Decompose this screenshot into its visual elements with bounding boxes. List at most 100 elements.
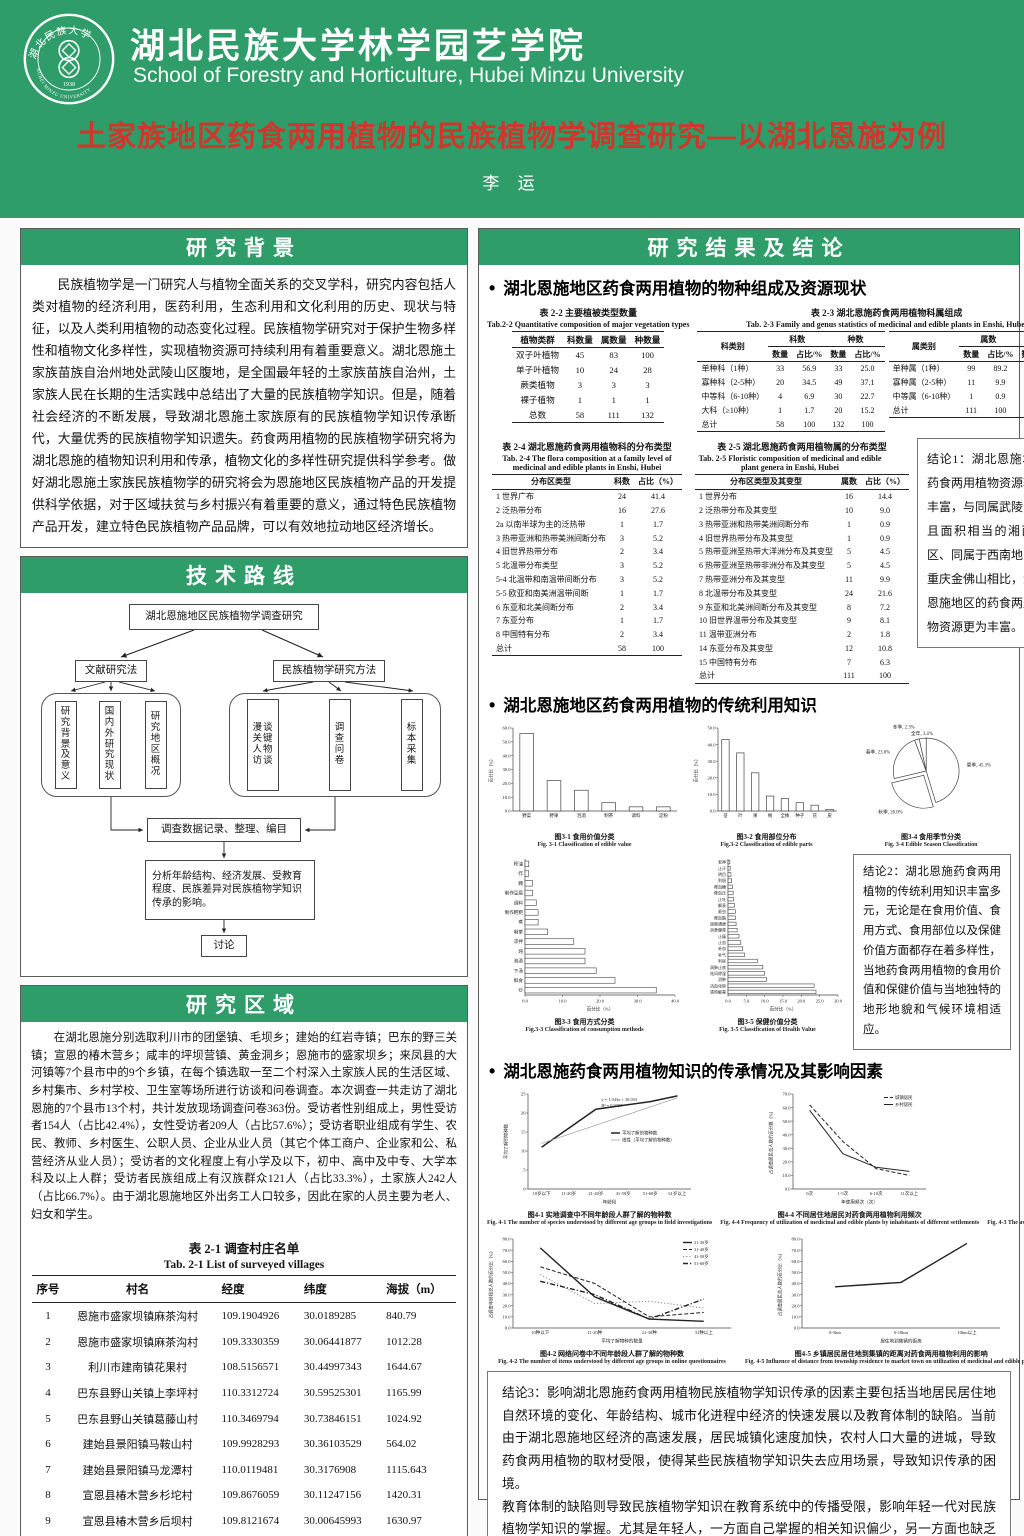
table-2-3-caption-cn: 表 2-3 湖北恩施药食两用植物科属组成 [810, 308, 963, 318]
conclusion-3-paragraph-1: 结论3：影响湖北恩施药食两用植物民族植物学知识传承的因素主要包括当地居民居住地自… [502, 1385, 996, 1491]
fig3-2-edible-parts-chart: 0.0 10.0 20.0 30.0 40.0 50.0 百分比（%）茎叶果根全株 种子花皮 … [692, 721, 842, 848]
cell: 14 东亚分布及其变型 [699, 643, 773, 653]
col-header: 科数量 [563, 331, 597, 348]
cell: 11 [967, 378, 976, 388]
svg-text:10岁以下: 10岁以下 [533, 1190, 551, 1197]
cell: 9.0 [880, 506, 890, 516]
cell: 30.00645993 [303, 1514, 362, 1527]
cell: 111 [843, 671, 855, 681]
cell: 100 [652, 643, 664, 653]
svg-text:40.0: 40.0 [502, 1281, 511, 1286]
cell: 1024.92 [386, 1412, 422, 1425]
cell: 总计 [701, 419, 718, 429]
cell: 2 [620, 602, 624, 612]
cell: 1115.643 [386, 1463, 427, 1476]
cell: 45 [575, 350, 585, 361]
svg-text:煮: 煮 [518, 919, 523, 926]
svg-text:全年, 3.4%: 全年, 3.4% [911, 730, 933, 737]
svg-text:平均了解物种的数量: 平均了解物种的数量 [601, 1337, 643, 1344]
cell: 巴东县野山关镇葛藤山村 [77, 1413, 199, 1426]
cell: 132 [641, 409, 654, 420]
flow-node-questionnaire: 调查问卷 [329, 699, 351, 791]
cell: 1.7 [653, 616, 663, 626]
table-row: 总计 58 100 132 100 [697, 417, 884, 431]
svg-text:40.0: 40.0 [671, 998, 680, 1003]
cell: 2 [45, 1335, 51, 1348]
chart-svg: 0.0 10.0 20.0 30.0 40.0 50.0 百分比（%） 茎 叶 果 根 全株 种子 花 皮 [692, 726, 837, 819]
chart-caption-en: Fig. 4-2 The number of items understood … [498, 1358, 726, 1365]
village-table-caption-en: Tab. 2-1 List of surveyed villages [163, 1259, 325, 1272]
svg-text:50.0: 50.0 [502, 739, 511, 744]
cell: 1 [611, 394, 616, 405]
svg-text:年龄段: 年龄段 [603, 1198, 617, 1205]
data-table: 科类别 科数 种数 数量 占比/% 数量 占比/% 单种科（1种） 33 56.9 33 25.0 寡种… [697, 331, 885, 432]
cell: 110.0119481 [221, 1463, 279, 1476]
svg-text:夏季, 45.3%: 夏季, 45.3% [967, 761, 991, 768]
col-header: 数量 [1017, 346, 1024, 362]
table-row: 4 巴东县野山关镇上李坪村 110.3312724 30.59525301 1165.9… [32, 1380, 456, 1406]
svg-text:补气: 补气 [718, 951, 726, 957]
cell: 单种属（1种） [892, 364, 945, 374]
svg-text:5.0: 5.0 [744, 998, 750, 1003]
table-row: 2 泛热带分布及其变型 10 9.0 [695, 504, 909, 518]
genus-distribution-table: 分布区类型及其变型 属数 占比（%） 1 世界分布 16 14.4 2 泛热带分布及其变型 1… [695, 473, 909, 684]
conclusion-1-box: 结论1：湖北恩施地区药食两用植物资源较为丰富，与同属武陵山区且面积相当的湘西地区… [917, 437, 1024, 648]
svg-text:70.0: 70.0 [783, 1091, 792, 1096]
svg-text:止痛: 止痛 [718, 933, 726, 939]
table-row: 7 热带亚洲分布及其变型 11 9.9 [695, 573, 909, 587]
svg-text:调料: 调料 [514, 899, 524, 906]
svg-text:补血: 补血 [718, 945, 726, 951]
table-row: 2a 以南半球为主的泛热带 1 1.7 [492, 517, 682, 531]
table-row: 单种科（1种） 33 56.9 33 25.0 [697, 362, 884, 376]
cell: 1 [969, 391, 974, 401]
svg-text:25.0: 25.0 [816, 998, 825, 1003]
col-header: 种数 [1017, 331, 1024, 347]
col-header: 占比/% [792, 346, 827, 362]
svg-text:20.0: 20.0 [502, 781, 511, 786]
cell: 34.5 [802, 378, 817, 388]
svg-text:0.0: 0.0 [505, 1325, 511, 1330]
cell: 37.1 [860, 378, 875, 388]
data-table: 分布区类型 科数 占比（%） 1 世界广布 24 41.4 2 泛热带分布 16 27.6 2a … [492, 473, 682, 657]
background-paragraph: 民族植物学是一门研究人与植物全面关系的交叉学科，研究内容包括人类对植物的经济利用… [32, 278, 456, 534]
svg-text:炸: 炸 [518, 870, 523, 877]
svg-text:润肺止咳: 润肺止咳 [710, 964, 726, 970]
col-header: 种数 [826, 331, 885, 347]
chart-caption-en: Fig. 3-4 Edible Season Classification [884, 841, 978, 848]
cell: 4 [778, 391, 783, 401]
cell: 9 东亚和北美洲间断分布及其变型 [699, 602, 817, 612]
university-name-cn: 湖北民族大学林学园艺学院 [130, 27, 587, 66]
table-row: 寡种科（2-5种） 20 34.5 49 37.1 [697, 376, 884, 390]
svg-text:榨油: 榨油 [514, 860, 524, 867]
cell: 10 旧世界温带分布及其变型 [699, 616, 797, 626]
cell: 564.02 [386, 1438, 417, 1451]
cell: 寡种科（2-5种） [701, 378, 761, 388]
svg-text:1-5次: 1-5次 [838, 1190, 849, 1197]
cell: 8 [847, 602, 851, 612]
cell: 3.4 [653, 547, 663, 557]
table-row: 2 泛热带分布 16 27.6 [492, 504, 682, 518]
table-row: 1 世界广布 24 41.4 [492, 489, 682, 503]
cell: 11 温带亚洲分布 [699, 630, 757, 640]
flow-node-background-significance: 研究背景及意义 [55, 701, 77, 789]
charts-row-2: 0.0 10.0 20.0 30.0 40.0 榨油炸腌制作豆腐 调料 制作粑粑煮制茶 凉拌炖泡… [487, 853, 1011, 1050]
cell: 寡种属（2-5种） [892, 378, 952, 388]
col-header: 属类别 [888, 331, 960, 362]
cell: 89.2 [993, 364, 1008, 374]
col-header: 分布区类型 [492, 474, 610, 490]
cell: 3 [45, 1361, 51, 1374]
cell: 1420.31 [386, 1489, 422, 1502]
col-header: 分布区类型及其变型 [695, 474, 837, 490]
svg-text:0.0: 0.0 [505, 809, 511, 814]
table-row: 蕨类植物 3 3 3 [512, 378, 664, 393]
svg-text:20.0: 20.0 [792, 1303, 801, 1308]
svg-text:31种以上: 31种以上 [695, 1329, 713, 1336]
svg-text:叶: 叶 [738, 812, 743, 819]
svg-text:下汤: 下汤 [514, 967, 524, 974]
table-row: 9 东亚和北美洲间断分布及其变型 8 7.2 [695, 600, 909, 614]
table-row: 5-5 欧亚和南美洲温带间断 1 1.7 [492, 586, 682, 600]
cell: 12 [845, 643, 853, 653]
bullet-heading-3-label: 湖北恩施药食两用植物知识的传承情况及其影响因素 [503, 1062, 883, 1081]
col-header: 科数 [768, 331, 827, 347]
cell: 3.4 [653, 630, 663, 640]
